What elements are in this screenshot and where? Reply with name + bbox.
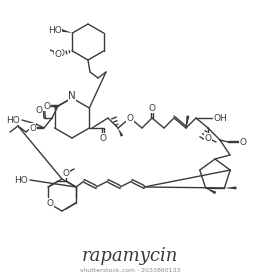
Polygon shape <box>186 116 190 128</box>
Text: N: N <box>68 91 76 101</box>
Text: O: O <box>55 50 62 59</box>
Text: O: O <box>53 50 60 59</box>
Text: O: O <box>63 169 70 178</box>
Polygon shape <box>206 188 216 194</box>
Text: OH: OH <box>214 113 228 123</box>
Text: O: O <box>47 199 54 207</box>
Polygon shape <box>60 29 73 33</box>
Text: O: O <box>43 102 50 111</box>
Text: O: O <box>148 104 155 113</box>
Text: O: O <box>29 123 36 132</box>
Text: HO: HO <box>14 176 28 185</box>
Text: HO: HO <box>48 25 61 34</box>
Text: O: O <box>100 134 107 143</box>
Polygon shape <box>118 128 123 137</box>
Text: O: O <box>205 134 211 143</box>
Text: rapamycin: rapamycin <box>82 247 178 265</box>
Text: O: O <box>240 137 247 146</box>
Text: shutterstock.com · 2033860133: shutterstock.com · 2033860133 <box>80 267 180 272</box>
Text: HO: HO <box>6 116 20 125</box>
Text: O: O <box>57 48 64 57</box>
Text: O: O <box>36 106 42 115</box>
Text: O: O <box>127 113 133 123</box>
Polygon shape <box>224 186 236 190</box>
